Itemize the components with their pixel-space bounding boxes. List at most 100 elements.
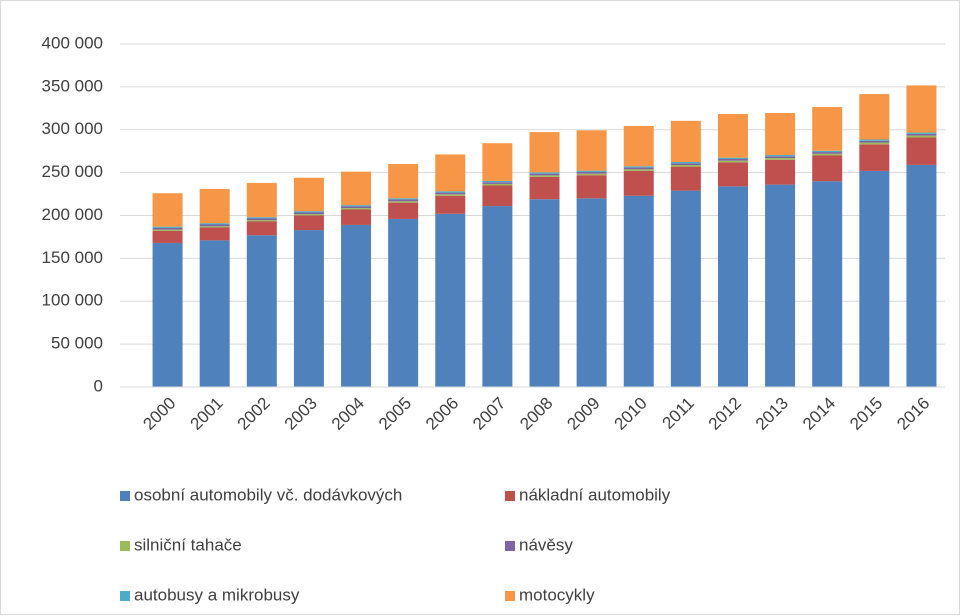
bar-segment xyxy=(717,113,748,158)
bar-segment xyxy=(859,140,890,143)
bar-segment xyxy=(670,163,701,165)
bar-segment xyxy=(482,183,513,186)
bar-segment xyxy=(670,166,701,191)
bar-segment xyxy=(717,160,748,163)
bar-segment xyxy=(152,227,183,230)
y-tick-label: 150 000 xyxy=(42,248,103,267)
bar-segment xyxy=(199,188,230,224)
bar-segment xyxy=(482,143,513,181)
bar-segment xyxy=(293,177,324,212)
bar-segment xyxy=(623,125,654,167)
bar-segment xyxy=(859,139,890,141)
legend-label: motocykly xyxy=(519,585,595,604)
bar-segment xyxy=(576,130,607,171)
bar-segment xyxy=(717,186,748,387)
bar-segment xyxy=(529,172,560,174)
bar-segment xyxy=(670,190,701,387)
bar-segment xyxy=(529,173,560,176)
bar-segment xyxy=(670,120,701,162)
bar-segment xyxy=(717,162,748,187)
bar-segment xyxy=(482,180,513,183)
bar-segment xyxy=(623,167,654,170)
bar-segment xyxy=(906,137,937,165)
bar-segment xyxy=(529,199,560,387)
bar-segment xyxy=(576,198,607,387)
bar-segment xyxy=(152,193,183,227)
bar-segment xyxy=(341,206,372,209)
bar-segment xyxy=(529,175,560,177)
bar-segment xyxy=(670,164,701,167)
bar-segment xyxy=(341,171,372,206)
legend-swatch xyxy=(505,541,515,551)
bar-segment xyxy=(482,182,513,184)
bar-segment xyxy=(765,184,796,387)
bar-segment xyxy=(623,169,654,171)
bar-segment xyxy=(812,153,843,156)
bar-segment xyxy=(388,163,419,199)
bar-segment xyxy=(717,157,748,159)
bar-segment xyxy=(906,164,937,387)
bar-segment xyxy=(246,221,277,236)
bar-segment xyxy=(246,217,277,219)
y-tick-label: 0 xyxy=(94,376,103,395)
bar-segment xyxy=(388,201,419,203)
bar-segment xyxy=(765,113,796,156)
bar-segment xyxy=(859,144,890,171)
bar-segment xyxy=(623,166,654,168)
bar-segment xyxy=(293,230,324,387)
bar-segment xyxy=(246,220,277,222)
bar-segment xyxy=(576,175,607,199)
bar-segment xyxy=(812,155,843,182)
legend-swatch xyxy=(505,591,515,601)
y-tick-label: 100 000 xyxy=(42,291,103,310)
y-tick-label: 200 000 xyxy=(42,205,103,224)
bar-segment xyxy=(717,158,748,161)
bar-segment xyxy=(812,150,843,153)
bar-segment xyxy=(246,235,277,387)
bar-segment xyxy=(435,154,466,192)
bar-segment xyxy=(765,156,796,159)
bar-segment xyxy=(199,223,230,225)
bar-segment xyxy=(906,135,937,138)
bar-segment xyxy=(388,199,419,202)
bar-segment xyxy=(293,215,324,231)
y-tick-label: 50 000 xyxy=(51,334,103,353)
bar-segment xyxy=(435,192,466,195)
bar-segment xyxy=(152,230,183,243)
bar-segment xyxy=(576,171,607,174)
bar-segment xyxy=(906,85,937,133)
legend-label: osobní automobily vč. dodávkových xyxy=(134,485,402,504)
bar-segment xyxy=(812,181,843,387)
bar-segment xyxy=(859,94,890,140)
bar-segment xyxy=(435,213,466,387)
bar-segment xyxy=(293,212,324,215)
bar-segment xyxy=(199,240,230,387)
bar-segment xyxy=(576,170,607,172)
bar-segment xyxy=(341,208,372,210)
bar-segment xyxy=(623,170,654,196)
bar-segment xyxy=(529,132,560,173)
y-tick-label: 350 000 xyxy=(42,76,103,95)
bar-segment xyxy=(199,227,230,241)
bar-segment xyxy=(765,155,796,157)
y-tick-label: 250 000 xyxy=(42,162,103,181)
bar-segment xyxy=(482,185,513,207)
legend-label: autobusy a mikrobusy xyxy=(134,585,300,604)
bar-segment xyxy=(482,206,513,387)
legend-swatch xyxy=(120,541,130,551)
bar-segment xyxy=(388,202,419,219)
bar-segment xyxy=(765,159,796,185)
bar-segment xyxy=(152,242,183,387)
bar-segment xyxy=(246,182,277,218)
bar-segment xyxy=(765,158,796,160)
y-tick-label: 300 000 xyxy=(42,119,103,138)
bar-segment xyxy=(341,224,372,387)
bar-segment xyxy=(906,132,937,134)
bar-segment xyxy=(859,142,890,145)
bar-segment xyxy=(341,205,372,207)
bar-segment xyxy=(293,214,324,216)
bar-segment xyxy=(670,161,701,164)
bar-segment xyxy=(812,107,843,151)
bar-segment xyxy=(623,195,654,387)
bar-segment xyxy=(529,176,560,200)
